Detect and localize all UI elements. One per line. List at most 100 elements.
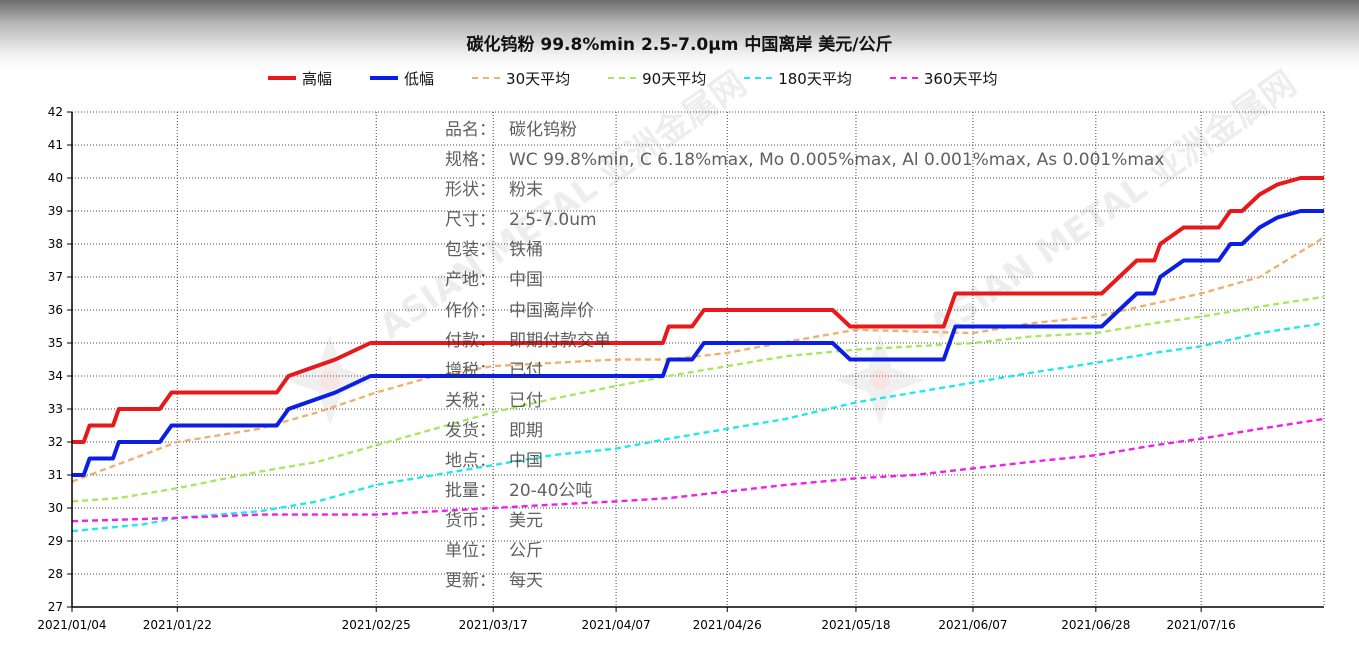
info-value: 中国 [509, 270, 543, 291]
y-tick-label: 36 [48, 303, 63, 317]
y-tick-label: 30 [48, 501, 63, 515]
info-key: 规格： [445, 150, 496, 171]
x-tick-label: 2021/06/28 [1061, 618, 1130, 632]
info-key: 作价： [445, 300, 496, 321]
legend-label: 90天平均 [642, 69, 707, 88]
info-row: 形状： 粉末 [445, 175, 1164, 205]
info-value: 碳化钨粉 [509, 120, 577, 140]
series-line-2 [72, 209, 1324, 477]
y-tick-label: 27 [48, 600, 63, 614]
x-tick-label: 2021/05/18 [821, 618, 890, 632]
series-layer [71, 176, 1325, 533]
y-tick-label: 38 [48, 237, 63, 251]
info-row: 作价： 中国离岸价 [445, 296, 1164, 326]
info-value: 中国 [509, 451, 543, 472]
info-row: 增税： 已付 [445, 356, 1164, 386]
info-row: 单位： 公斤 [445, 536, 1164, 566]
y-tick-label: 35 [48, 336, 63, 350]
legend-label: 180天平均 [778, 69, 852, 88]
info-value: 美元 [509, 511, 543, 532]
info-row: 关税： 已付 [445, 386, 1164, 416]
star-logo-icon [285, 335, 375, 425]
info-row: 地点： 中国 [445, 446, 1164, 476]
x-tick-label: 2021/01/22 [143, 618, 212, 632]
info-value: WC 99.8%min, C 6.18%max, Mo 0.005%max, A… [509, 150, 1165, 171]
y-tick-label: 42 [48, 105, 63, 119]
legend-swatch [889, 77, 918, 79]
legend-item[interactable]: 90天平均 [608, 68, 706, 89]
info-key: 形状： [445, 180, 496, 201]
series-line-4 [71, 295, 1325, 503]
series-line-5 [71, 322, 1325, 533]
y-tick-label: 31 [48, 468, 63, 482]
info-value: 已付 [509, 390, 543, 411]
x-tick-label: 2021/03/17 [459, 618, 528, 632]
info-key: 货币： [445, 511, 496, 532]
chart-title: 碳化钨粉 99.8%min 2.5-7.0μm 中国离岸 美元/公斤 [466, 35, 893, 55]
logo-dot-icon [870, 370, 890, 390]
info-value: 铁桶 [509, 240, 543, 261]
info-key: 发货： [445, 420, 496, 441]
y-tick-label: 33 [48, 402, 63, 416]
info-row: 品名： 碳化钨粉 [445, 115, 1164, 145]
x-tick-label: 2021/04/07 [582, 618, 651, 632]
x-tick-label: 2021/02/25 [342, 618, 411, 632]
legend-label: 低幅 [404, 69, 435, 88]
star-logo-icon [835, 335, 925, 425]
legend-label: 360天平均 [923, 69, 998, 88]
y-tick-label: 28 [48, 567, 63, 581]
y-tick-label: 29 [48, 534, 63, 548]
legend-label: 30天平均 [506, 69, 571, 88]
info-value: 2.5-7.0um [509, 210, 597, 231]
info-key: 批量： [445, 481, 496, 502]
info-value: 粉末 [509, 180, 543, 201]
info-key: 关税： [445, 390, 496, 411]
info-row: 更新： 每天 [445, 566, 1164, 596]
y-tick-label: 32 [48, 435, 63, 449]
header-gradient [0, 0, 1359, 70]
y-tick-label: 34 [48, 369, 63, 383]
legend-item[interactable]: 高幅 [268, 68, 332, 89]
legend-swatch [472, 77, 501, 79]
info-value: 已付 [509, 360, 543, 381]
legend-item[interactable]: 30天平均 [472, 68, 570, 89]
info-row: 产地： 中国 [445, 265, 1164, 295]
info-row: 尺寸： 2.5-7.0um [445, 205, 1164, 235]
x-tick-label: 2021/01/04 [37, 618, 106, 632]
logo-dot-icon [320, 370, 340, 390]
y-tick-label: 41 [48, 138, 63, 152]
x-tick-label: 2021/06/07 [938, 618, 1007, 632]
series-line-6 [71, 417, 1325, 523]
legend-swatch [744, 77, 773, 79]
legend-item[interactable]: 360天平均 [889, 68, 998, 89]
legend-swatch [268, 76, 296, 80]
info-value: 公斤 [509, 541, 543, 562]
y-tick-label: 39 [48, 204, 63, 218]
info-key: 尺寸： [445, 210, 496, 231]
product-info-panel: 品名： 碳化钨粉 规格： WC 99.8%min, C 6.18%max, Mo 0.… [445, 115, 1164, 597]
info-row: 货币： 美元 [445, 506, 1164, 536]
y-tick-label: 37 [48, 270, 63, 284]
info-value: 即期 [509, 420, 543, 441]
legend-label: 高幅 [302, 69, 333, 88]
info-key: 单位： [445, 541, 496, 562]
info-value: 每天 [509, 571, 543, 592]
info-row: 批量： 20-40公吨 [445, 476, 1164, 506]
legend: 高幅 低幅 30天平均 90天平均 180天平均 360天平均 [268, 68, 1036, 88]
info-key: 付款： [445, 330, 496, 351]
series-line-1 [72, 176, 1324, 444]
x-tick-label: 2021/07/16 [1167, 618, 1236, 632]
info-row: 包装： 铁桶 [445, 235, 1164, 265]
legend-item[interactable]: 低幅 [370, 68, 434, 89]
x-tick-label: 2021/04/26 [693, 618, 762, 632]
info-value: 中国离岸价 [509, 300, 594, 321]
legend-item[interactable]: 180天平均 [744, 68, 852, 89]
info-key: 品名： [445, 120, 496, 140]
axes: 27 28 29 30 31 32 33 34 35 36 37 38 39 40 41 42 2021/01/… [37, 105, 1324, 632]
y-tick-label: 40 [48, 171, 63, 185]
info-key: 包装： [445, 240, 496, 261]
info-key: 产地： [445, 270, 496, 291]
info-row: 付款： 即期付款交单 [445, 326, 1164, 356]
